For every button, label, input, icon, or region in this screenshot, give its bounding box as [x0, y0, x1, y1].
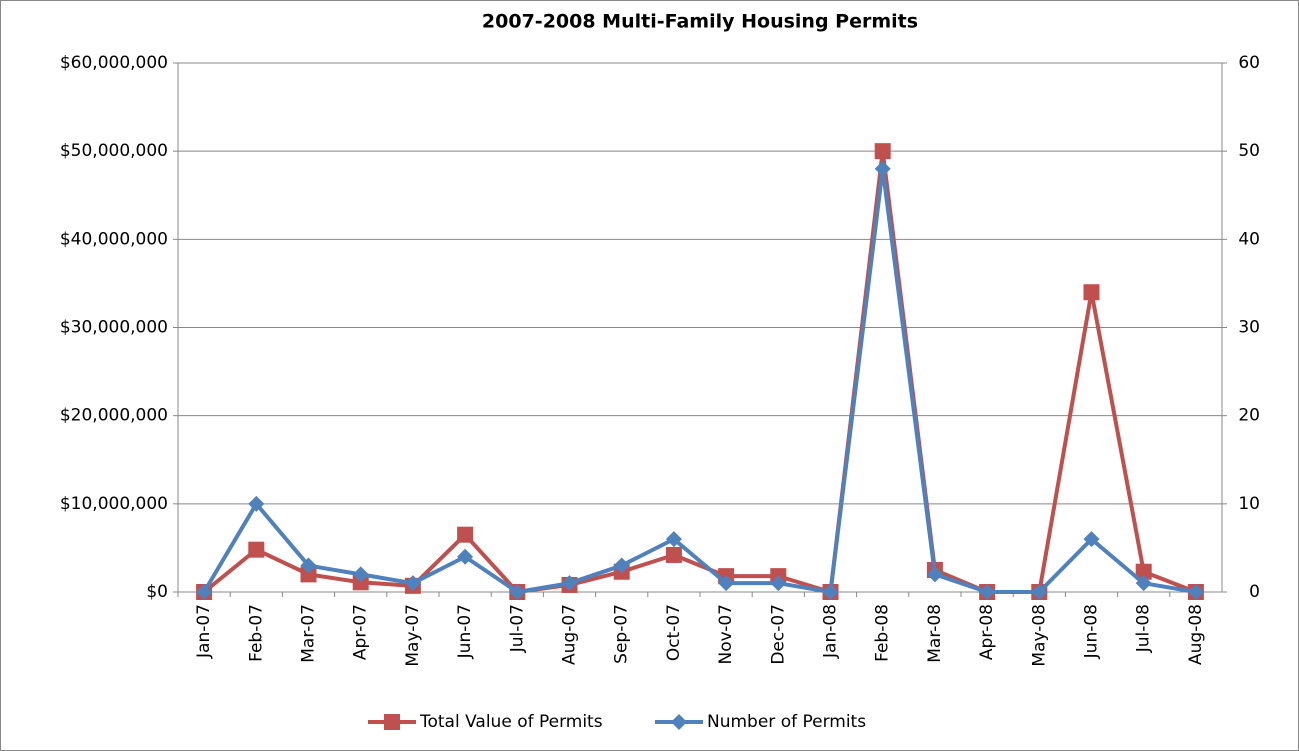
legend-label: Total Value of Permits	[419, 712, 603, 732]
x-tick-label: Nov-07	[716, 604, 736, 665]
series-line	[202, 166, 1197, 594]
y-tick-label: $30,000,000	[60, 318, 168, 338]
marker	[404, 575, 421, 592]
marker	[874, 143, 891, 160]
marker	[874, 160, 891, 177]
y2-tick-label: 50	[1238, 141, 1260, 161]
marker	[665, 546, 682, 563]
marker	[248, 495, 265, 512]
marker	[196, 584, 213, 600]
marker	[300, 557, 317, 574]
marker	[770, 575, 787, 592]
marker	[1031, 584, 1048, 600]
x-tick-label: Mar-08	[925, 604, 945, 663]
y-tick-label: $20,000,000	[60, 406, 168, 426]
x-tick-label: Apr-08	[977, 604, 997, 660]
x-tick-label: Feb-08	[873, 604, 893, 662]
x-tick-label: Dec-07	[768, 604, 788, 665]
marker	[1187, 584, 1204, 600]
x-tick-label: Jan-07	[194, 604, 214, 659]
marker	[561, 575, 578, 592]
x-tick-label: Mar-07	[299, 604, 319, 663]
x-tick-label: Jul-07	[507, 604, 527, 653]
marker	[665, 531, 682, 548]
x-tick-label: Jan-08	[821, 604, 841, 659]
legend-label: Number of Permits	[707, 712, 866, 732]
marker	[457, 548, 474, 565]
marker	[979, 584, 996, 600]
legend-marker	[671, 714, 687, 730]
y-tick-label: $0	[146, 582, 168, 602]
marker	[822, 584, 839, 600]
marker	[1083, 531, 1100, 548]
y-tick-label: $50,000,000	[60, 141, 168, 161]
x-tick-label: Jun-07	[455, 604, 475, 659]
chart-title: 2007-2008 Multi-Family Housing Permits	[482, 11, 918, 33]
marker	[613, 557, 630, 574]
x-tick-label: Jul-08	[1134, 604, 1154, 653]
x-tick-label: Aug-07	[560, 604, 580, 665]
marker	[1083, 284, 1100, 301]
y-tick-label: $40,000,000	[60, 229, 168, 249]
marker	[718, 575, 735, 592]
x-tick-label: Apr-07	[351, 604, 371, 660]
marker	[300, 566, 317, 583]
y2-tick-label: 30	[1238, 318, 1260, 338]
y2-tick-label: 0	[1249, 582, 1260, 602]
y2-tick-label: 20	[1238, 406, 1260, 426]
x-tick-label: May-08	[1029, 604, 1049, 667]
x-tick-label: Feb-07	[246, 604, 266, 662]
marker	[248, 541, 265, 558]
x-tick-label: Jun-08	[1082, 604, 1102, 659]
x-tick-label: Sep-07	[612, 604, 632, 664]
x-tick-label: Aug-08	[1186, 604, 1206, 665]
y2-tick-label: 10	[1238, 494, 1260, 514]
legend-marker	[384, 714, 400, 730]
marker	[509, 584, 526, 600]
marker	[352, 566, 369, 583]
x-tick-label: May-07	[403, 604, 423, 667]
marker	[926, 566, 943, 583]
y-tick-label: $10,000,000	[60, 494, 168, 514]
y-tick-label: $60,000,000	[60, 53, 168, 73]
x-tick-label: Oct-07	[664, 604, 684, 661]
y2-tick-label: 60	[1238, 53, 1260, 73]
y2-tick-label: 40	[1238, 229, 1260, 249]
marker	[1135, 563, 1152, 580]
marker	[1135, 575, 1152, 592]
marker	[457, 526, 474, 543]
